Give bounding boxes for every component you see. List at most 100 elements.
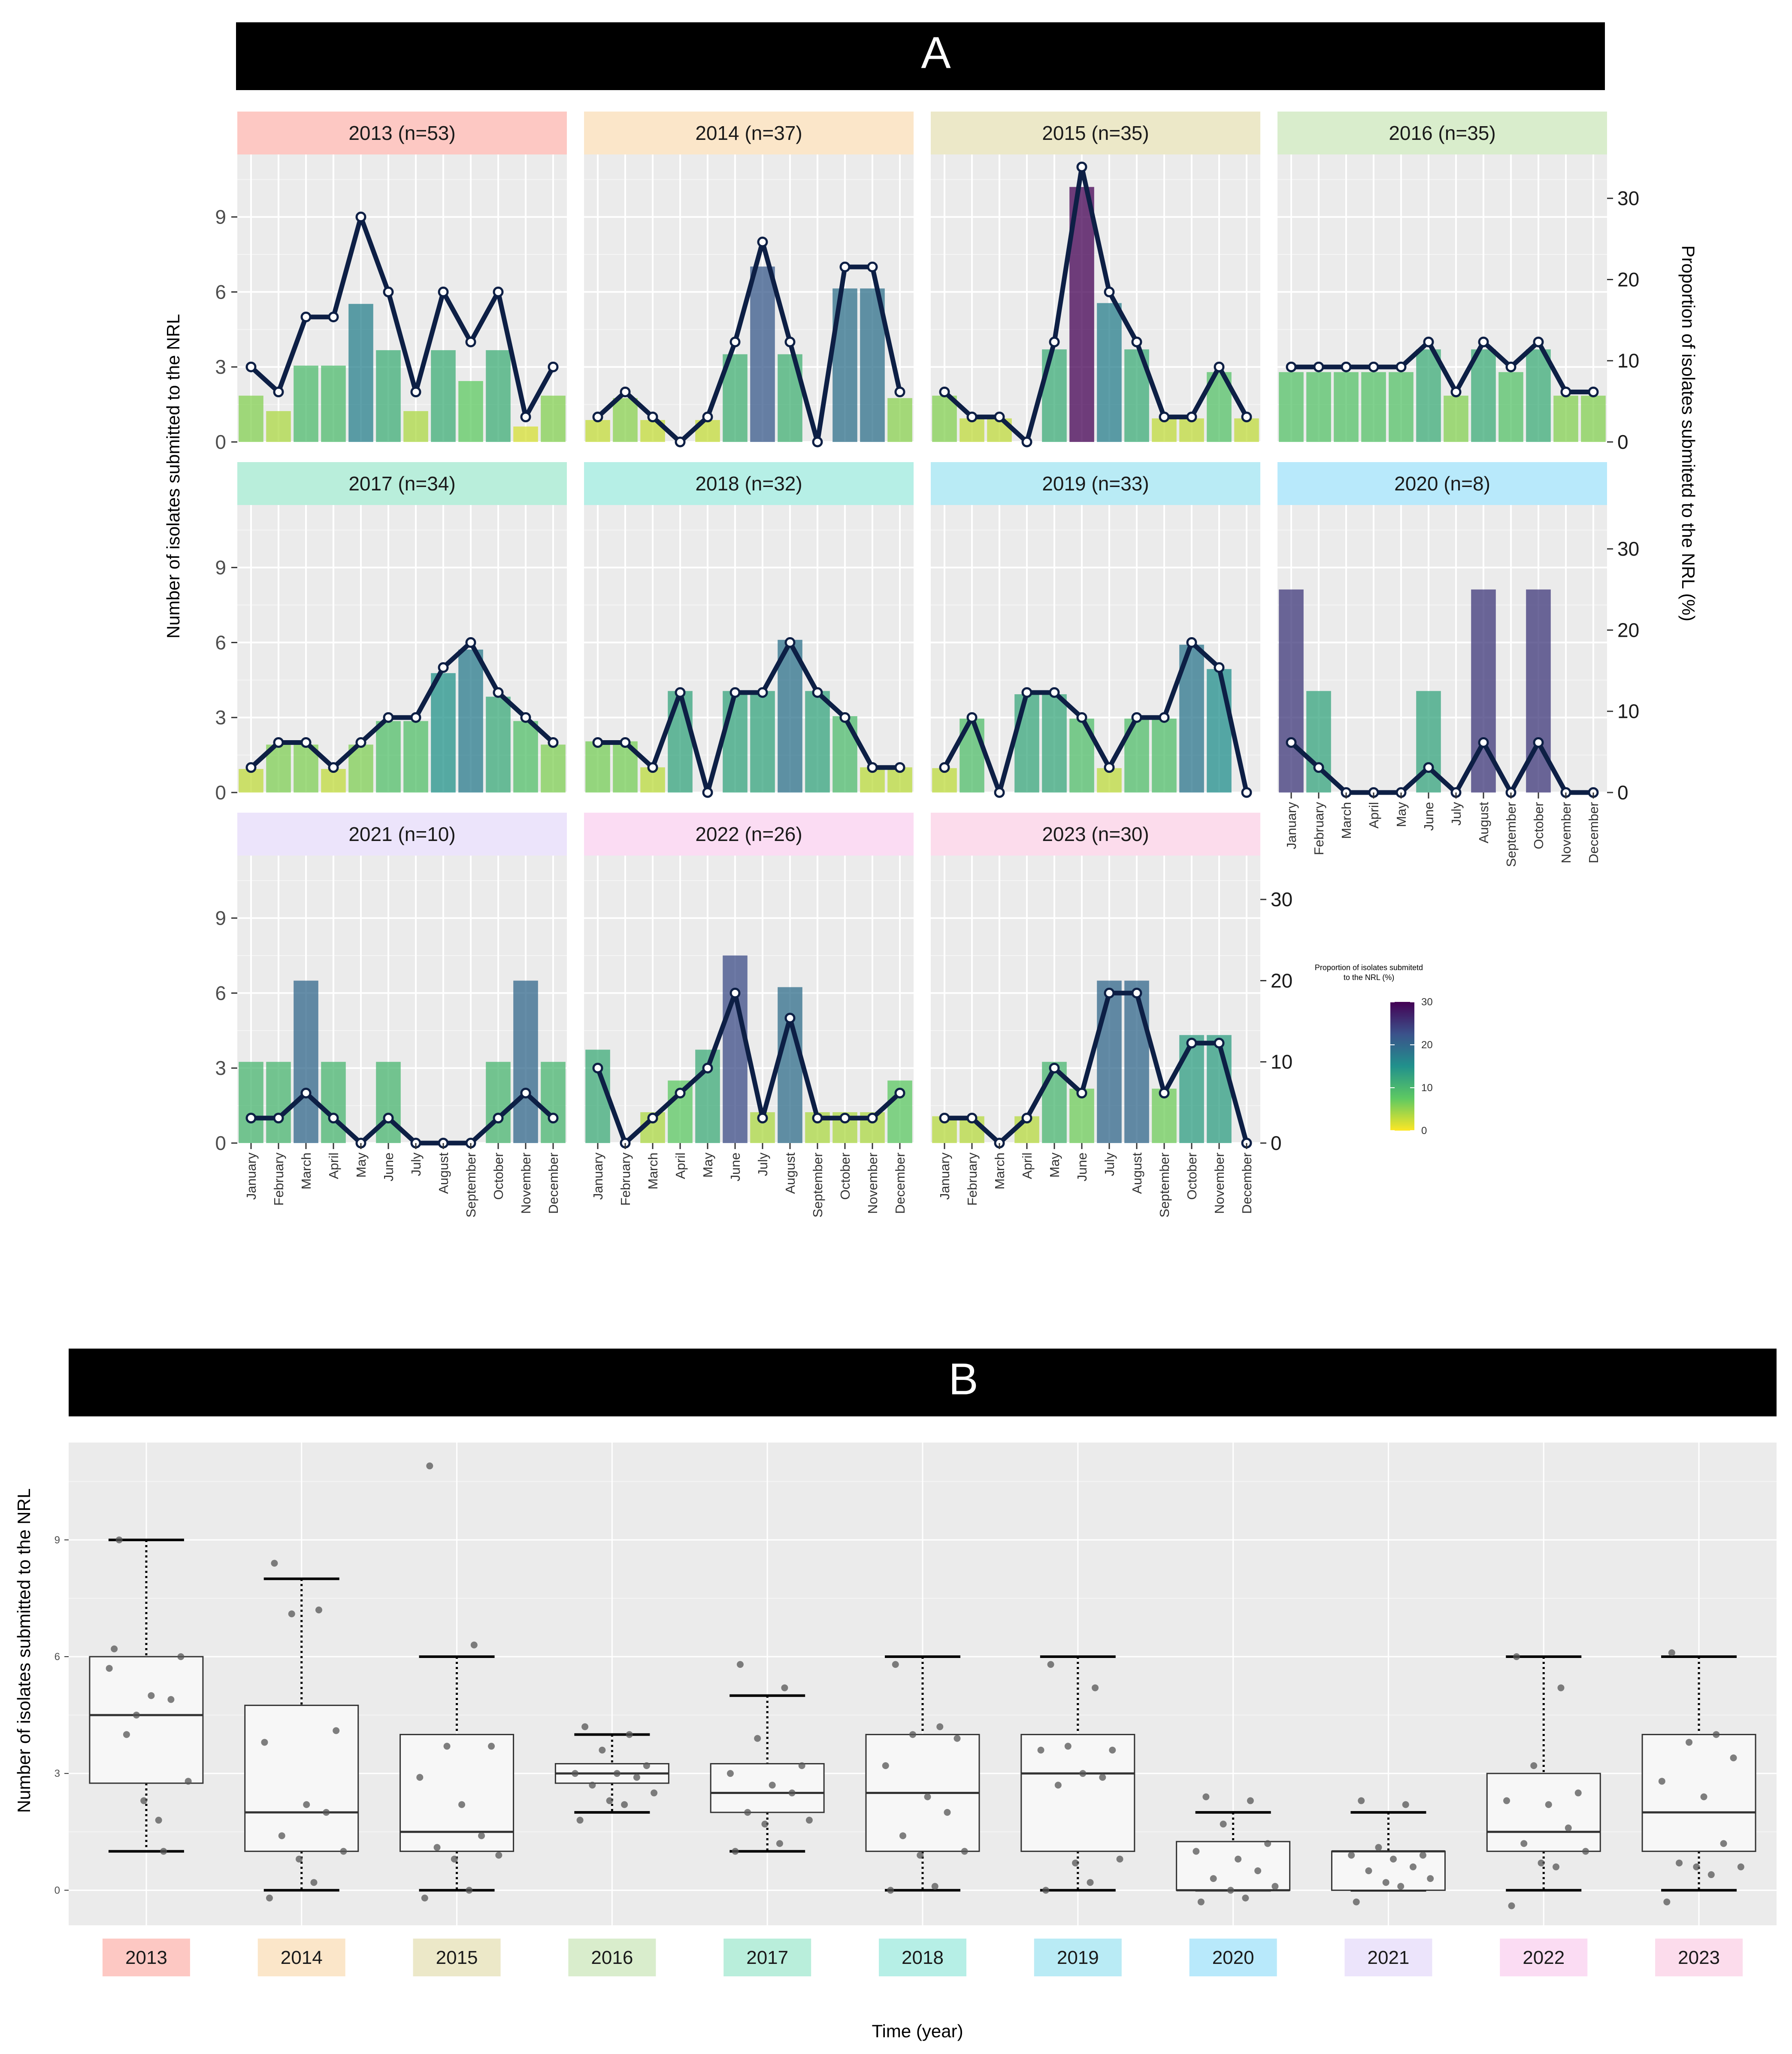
count-point-2013-December bbox=[548, 361, 559, 372]
data-point bbox=[1042, 1887, 1050, 1894]
box-2023: 2023 bbox=[1641, 1649, 1756, 1976]
data-point bbox=[426, 1462, 433, 1470]
facet-strip-2015 bbox=[931, 112, 1260, 154]
count-point-2023-October bbox=[1186, 1038, 1197, 1049]
count-point-2013-November bbox=[520, 411, 531, 423]
bar-2021-June bbox=[376, 1062, 401, 1143]
count-point-2019-August bbox=[1131, 712, 1142, 723]
count-point-2013-January bbox=[245, 361, 257, 372]
y2-tick-label: 30 bbox=[1617, 538, 1639, 560]
count-point-2015-October bbox=[1186, 411, 1197, 423]
x-tick-label: January bbox=[590, 1153, 605, 1200]
x-tick-label: November bbox=[1559, 802, 1574, 863]
count-point-2017-November bbox=[520, 712, 531, 723]
data-point bbox=[882, 1762, 889, 1770]
data-point bbox=[805, 1817, 813, 1824]
bar-2022-June bbox=[723, 955, 748, 1143]
data-point bbox=[1242, 1894, 1249, 1902]
y2-tick-label: 30 bbox=[1617, 187, 1639, 209]
count-point-2014-June bbox=[730, 336, 741, 348]
data-point bbox=[421, 1894, 428, 1902]
bar-2017-June bbox=[376, 721, 401, 793]
bar-2021-April bbox=[321, 1062, 346, 1143]
count-point-2019-November bbox=[1214, 662, 1225, 673]
x-tick-label: May bbox=[354, 1153, 369, 1178]
bar-2015-October bbox=[1179, 418, 1204, 442]
year-chip-2020 bbox=[1189, 1939, 1277, 1976]
count-point-2018-August bbox=[784, 637, 796, 648]
data-point bbox=[160, 1848, 167, 1855]
data-point bbox=[633, 1774, 640, 1781]
box-2015: 2015 bbox=[400, 1462, 515, 1976]
box-iqr bbox=[1486, 1773, 1601, 1852]
bar-2013-May bbox=[348, 304, 373, 442]
facet-panel-bg-2022 bbox=[584, 856, 914, 1143]
data-point bbox=[936, 1723, 944, 1730]
bar-2019-April bbox=[1014, 694, 1039, 793]
bar-2023-August bbox=[1124, 980, 1149, 1143]
data-point bbox=[1574, 1789, 1582, 1797]
box-iqr bbox=[244, 1704, 359, 1852]
data-point bbox=[111, 1645, 118, 1652]
data-point bbox=[944, 1809, 951, 1816]
count-point-2023-February bbox=[966, 1113, 978, 1124]
count-point-2013-August bbox=[438, 286, 449, 297]
data-point bbox=[295, 1855, 303, 1863]
bar-2015-September bbox=[1152, 418, 1177, 442]
count-point-2013-October bbox=[493, 286, 504, 297]
x-tick-label: July bbox=[1102, 1153, 1117, 1177]
x-tick-label: August bbox=[1476, 802, 1491, 844]
facet-panel-bg-2020 bbox=[1277, 505, 1607, 793]
data-point bbox=[1730, 1754, 1737, 1761]
x-tick-label: February bbox=[271, 1153, 286, 1206]
y-tick-label: 0 bbox=[54, 1885, 60, 1896]
facet-2023: 2023 (n=30) 0 10 20 30 January February March Ap… bbox=[931, 813, 1293, 1218]
count-point-2015-June bbox=[1076, 161, 1087, 172]
facet-strip-label: 2016 (n=35) bbox=[1389, 122, 1495, 144]
facet-strip-label: 2019 (n=33) bbox=[1042, 472, 1149, 495]
count-point-2021-October bbox=[493, 1113, 504, 1124]
data-point bbox=[899, 1832, 906, 1839]
facet-2014: 2014 (n=37) bbox=[584, 112, 914, 448]
x-tick-label: May bbox=[700, 1153, 715, 1178]
bar-2021-December bbox=[541, 1062, 566, 1143]
count-point-2013-September bbox=[465, 336, 476, 348]
data-point bbox=[1264, 1840, 1271, 1847]
facet-strip-label: 2013 (n=53) bbox=[348, 122, 455, 144]
y2-tick-label: 10 bbox=[1617, 700, 1639, 723]
count-point-2018-March bbox=[647, 762, 658, 773]
bar-2016-June bbox=[1416, 349, 1441, 442]
facet-panel-bg-2016 bbox=[1277, 154, 1607, 442]
x-tick-label: July bbox=[1449, 802, 1464, 826]
count-point-2019-October bbox=[1186, 637, 1197, 648]
data-point bbox=[340, 1848, 347, 1855]
colorbar-tick-label: 30 bbox=[1421, 996, 1433, 1008]
panel-a-y2-axis-title: Proportion of isolates submitetd to the … bbox=[1678, 245, 1698, 621]
facet-strip-2020 bbox=[1277, 462, 1607, 505]
data-point bbox=[776, 1840, 783, 1847]
bar-2016-May bbox=[1389, 372, 1414, 442]
count-point-2023-June bbox=[1076, 1087, 1087, 1098]
bar-2017-November bbox=[513, 721, 538, 793]
box-2018: 2018 bbox=[865, 1655, 980, 1976]
data-point bbox=[1079, 1770, 1087, 1777]
x-tick-label: August bbox=[783, 1153, 798, 1194]
data-point bbox=[589, 1782, 596, 1789]
colorbar-title-line2: to the NRL (%) bbox=[1344, 973, 1394, 982]
data-point bbox=[798, 1762, 805, 1770]
data-point bbox=[466, 1887, 473, 1894]
count-point-2013-May bbox=[355, 212, 366, 223]
x-tick-label: December bbox=[546, 1153, 561, 1214]
y-tick-label: 6 bbox=[54, 1651, 60, 1663]
count-point-2023-September bbox=[1159, 1087, 1170, 1098]
count-point-2017-June bbox=[383, 712, 394, 723]
x-tick-label: March bbox=[1339, 802, 1354, 839]
y2-tick-label: 30 bbox=[1271, 888, 1293, 911]
data-point bbox=[1202, 1793, 1210, 1800]
count-point-2022-December bbox=[894, 1087, 905, 1098]
data-point bbox=[495, 1851, 502, 1859]
y-tick-label: 9 bbox=[215, 557, 226, 579]
bar-2017-December bbox=[541, 744, 566, 793]
x-tick-label: May bbox=[1394, 802, 1409, 827]
y-tick-label: 9 bbox=[215, 907, 226, 929]
